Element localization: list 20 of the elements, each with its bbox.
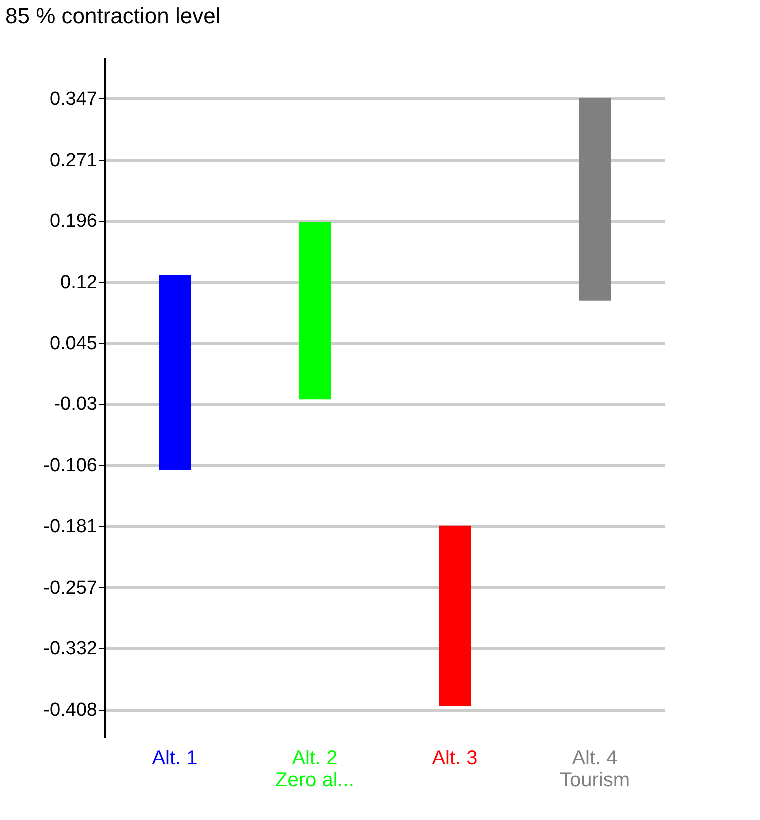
y-tick-label: 0.12 bbox=[60, 272, 98, 294]
bar bbox=[439, 526, 471, 706]
y-tick-label: 0.045 bbox=[50, 333, 98, 354]
y-tick-label: -0.408 bbox=[44, 700, 98, 722]
bar bbox=[159, 274, 191, 470]
x-tick-label: Alt. 3 bbox=[432, 748, 478, 770]
y-tick-label: -0.03 bbox=[54, 394, 98, 416]
y-tick-label: -0.106 bbox=[44, 456, 98, 477]
y-tick-label: -0.257 bbox=[44, 578, 98, 599]
bar bbox=[299, 222, 331, 400]
x-tick-label: Alt. 1 bbox=[152, 748, 198, 770]
bar bbox=[579, 98, 611, 301]
y-tick-label: -0.181 bbox=[44, 516, 98, 538]
y-tick-label: -0.332 bbox=[44, 638, 98, 660]
y-tick-label: 0.347 bbox=[50, 88, 98, 110]
y-axis-title: 85 % contraction level bbox=[6, 4, 221, 28]
y-tick-label: 0.196 bbox=[50, 211, 98, 232]
x-tick-label: Alt. 4 Tourism bbox=[560, 748, 630, 792]
y-tick-label: 0.271 bbox=[50, 150, 98, 172]
x-tick-label: Alt. 2 Zero al... bbox=[276, 748, 354, 792]
